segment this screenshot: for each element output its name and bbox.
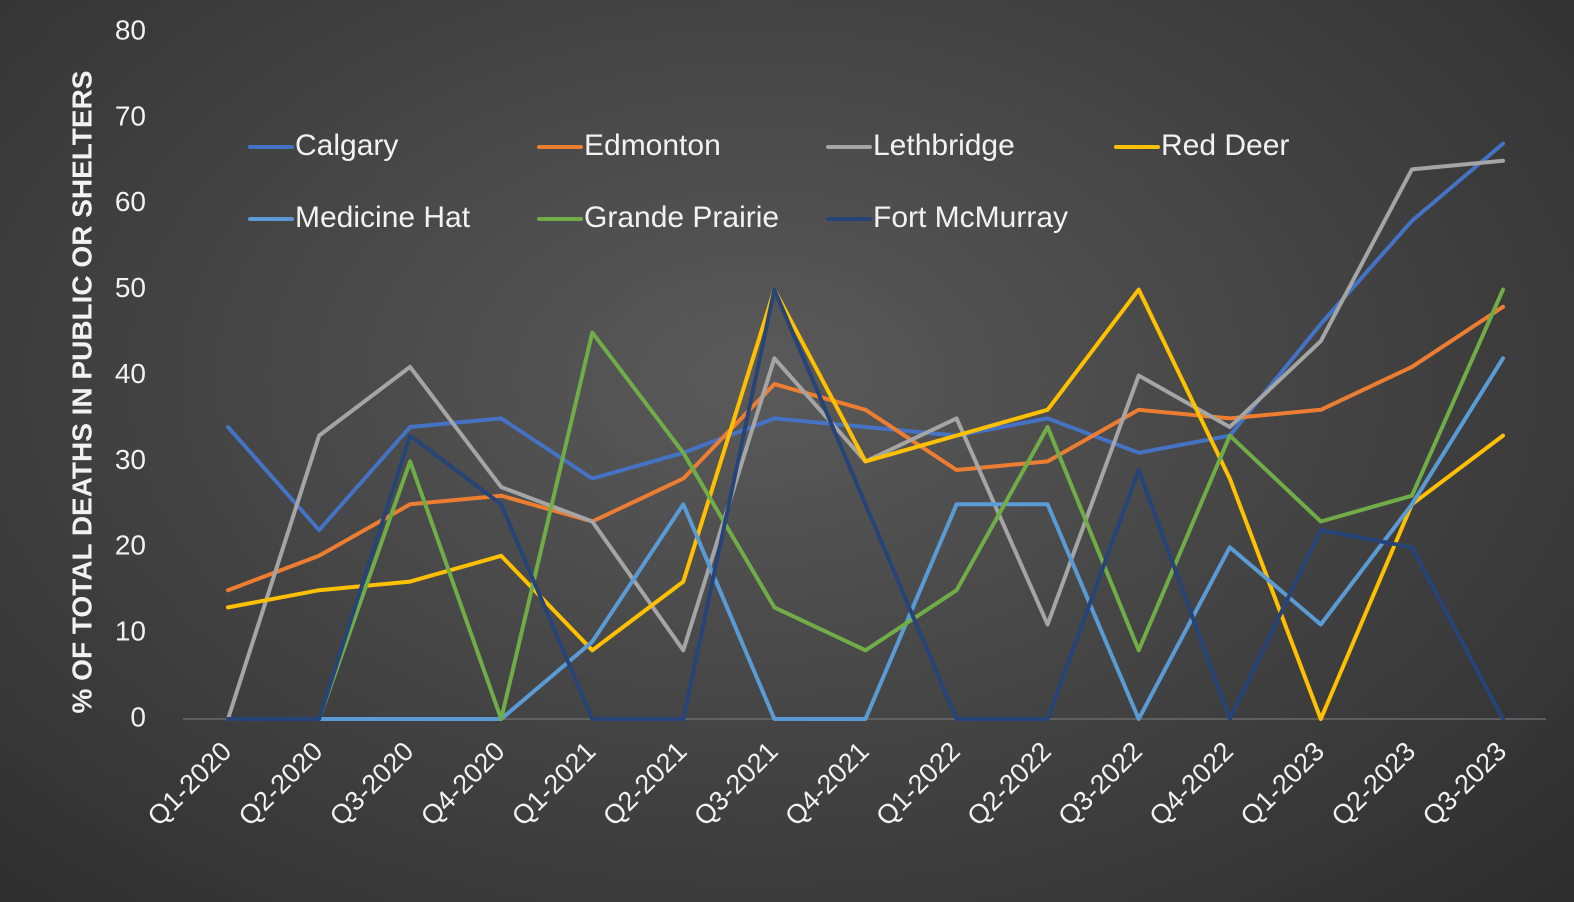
- legend-label-edmonton: Edmonton: [584, 129, 721, 162]
- x-tick-label: Q2-2022: [961, 736, 1057, 832]
- x-tick-label: Q3-2023: [1417, 736, 1513, 832]
- x-axis-tick-labels: Q1-2020Q2-2020Q3-2020Q4-2020Q1-2021Q2-20…: [142, 736, 1512, 832]
- legend-label-fort-mcmurray: Fort McMurray: [873, 201, 1068, 234]
- x-tick-label: Q2-2020: [233, 736, 329, 832]
- x-tick-label: Q1-2022: [870, 736, 966, 832]
- legend-label-grande-prairie: Grande Prairie: [584, 201, 779, 234]
- x-tick-label: Q3-2021: [688, 736, 784, 832]
- y-tick-label: 70: [115, 100, 146, 131]
- legend-label-medicine-hat: Medicine Hat: [295, 201, 471, 234]
- y-tick-label: 10: [115, 616, 146, 647]
- series-line-calgary: [226, 141, 1505, 533]
- y-tick-label: 0: [130, 701, 146, 732]
- y-axis-title-group: % OF TOTAL DEATHS IN PUBLIC OR SHELTERS: [66, 71, 97, 714]
- y-tick-label: 30: [115, 444, 146, 475]
- y-tick-label: 60: [115, 186, 146, 217]
- x-tick-label: Q1-2020: [142, 736, 238, 832]
- series-line-fort-mcmurray: [226, 287, 1505, 721]
- x-tick-label: Q3-2022: [1052, 736, 1148, 832]
- y-tick-label: 40: [115, 358, 146, 389]
- series-line-grande-prairie: [226, 287, 1505, 721]
- y-tick-label: 50: [115, 272, 146, 303]
- y-axis-tick-labels: 0 10 20 30 40 50 60 70 80: [115, 14, 146, 732]
- series-line-red-deer: [226, 287, 1505, 721]
- x-tick-label: Q4-2021: [779, 736, 875, 832]
- y-axis-title: % OF TOTAL DEATHS IN PUBLIC OR SHELTERS: [66, 71, 97, 714]
- x-tick-label: Q4-2020: [415, 736, 511, 832]
- y-tick-label: 20: [115, 530, 146, 561]
- legend-label-red-deer: Red Deer: [1161, 129, 1289, 162]
- x-tick-label: Q4-2022: [1144, 736, 1240, 832]
- x-tick-label: Q3-2020: [324, 736, 420, 832]
- x-tick-label: Q2-2023: [1326, 736, 1422, 832]
- y-tick-label: 80: [115, 14, 146, 45]
- legend: Calgary Edmonton Lethbridge Red Deer Medicin…: [248, 129, 1289, 234]
- series-lines: [226, 141, 1505, 721]
- series-line-lethbridge: [226, 158, 1505, 721]
- x-tick-label: Q1-2023: [1235, 736, 1331, 832]
- x-tick-label: Q1-2021: [506, 736, 602, 832]
- series-line-edmonton: [226, 304, 1505, 593]
- x-tick-label: Q2-2021: [597, 736, 693, 832]
- series-line-medicine-hat: [226, 356, 1505, 721]
- legend-label-calgary: Calgary: [295, 129, 398, 162]
- legend-label-lethbridge: Lethbridge: [873, 129, 1015, 162]
